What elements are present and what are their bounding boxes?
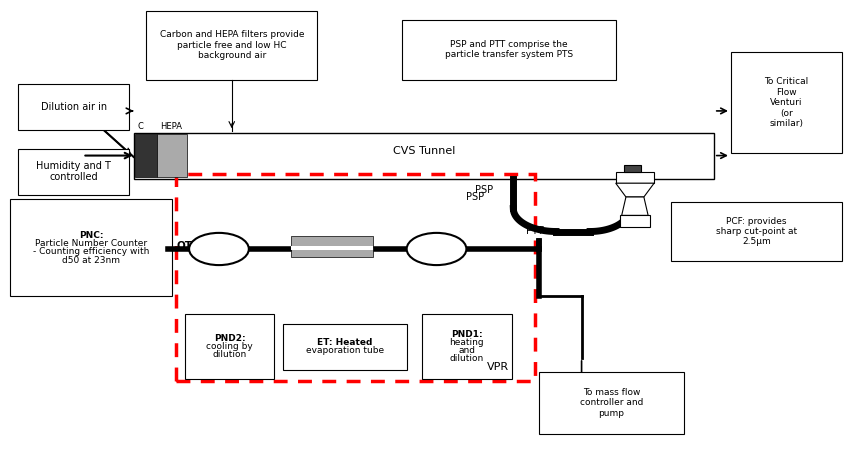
Text: Particle Number Counter: Particle Number Counter	[35, 239, 147, 248]
Bar	[615, 172, 654, 183]
Text: cooling by: cooling by	[206, 342, 253, 351]
Bar	[292, 247, 372, 257]
Polygon shape	[615, 183, 654, 197]
Bar	[19, 149, 129, 194]
Bar	[146, 11, 317, 80]
Text: ET: Heated: ET: Heated	[317, 338, 372, 347]
Text: CVS Tunnel: CVS Tunnel	[393, 146, 455, 156]
Text: Dilution air in: Dilution air in	[41, 102, 107, 112]
Bar	[624, 165, 641, 172]
Text: - Counting efficiency with: - Counting efficiency with	[33, 247, 149, 256]
Text: VPR: VPR	[487, 362, 509, 372]
Text: C: C	[138, 122, 144, 131]
Text: PSP: PSP	[475, 186, 493, 195]
Bar	[292, 246, 372, 250]
Bar	[135, 134, 157, 177]
Text: PCF: provides
sharp cut-point at
2.5μm: PCF: provides sharp cut-point at 2.5μm	[716, 217, 797, 246]
Bar	[185, 314, 275, 379]
Text: PSP: PSP	[467, 193, 484, 202]
Text: heating: heating	[449, 338, 484, 347]
Text: PTT: PTT	[526, 226, 544, 237]
Text: To mass flow
controller and
pump: To mass flow controller and pump	[580, 388, 643, 418]
Text: To Critical
Flow
Venturi
(or
similar): To Critical Flow Venturi (or similar)	[764, 77, 808, 128]
Text: PSP and PTT comprise the
particle transfer system PTS: PSP and PTT comprise the particle transf…	[445, 40, 574, 59]
Text: HEPA: HEPA	[160, 122, 182, 131]
Text: PND1:: PND1:	[451, 330, 483, 338]
Bar	[134, 132, 714, 179]
Text: d50 at 23nm: d50 at 23nm	[62, 256, 120, 264]
Bar	[539, 372, 684, 434]
Circle shape	[189, 233, 249, 265]
Bar	[620, 215, 650, 227]
Bar	[283, 324, 407, 369]
Text: evaporation tube: evaporation tube	[306, 346, 383, 355]
Text: and: and	[458, 346, 475, 355]
Bar	[19, 84, 129, 130]
Bar	[292, 236, 372, 246]
Polygon shape	[621, 197, 648, 215]
Bar	[10, 199, 172, 296]
Bar	[402, 20, 615, 80]
Bar	[422, 314, 512, 379]
Text: OT: OT	[177, 241, 193, 251]
Text: PND2:: PND2:	[214, 334, 246, 343]
Bar	[157, 134, 187, 177]
Text: dilution: dilution	[212, 350, 247, 359]
Bar	[731, 52, 841, 153]
Bar	[176, 174, 535, 381]
Text: dilution: dilution	[449, 355, 484, 363]
Text: Carbon and HEPA filters provide
particle free and low HC
background air: Carbon and HEPA filters provide particle…	[159, 30, 304, 60]
Circle shape	[407, 233, 467, 265]
Bar	[671, 201, 841, 262]
Text: PNC:: PNC:	[79, 231, 104, 240]
Text: Humidity and T
controlled: Humidity and T controlled	[37, 161, 111, 182]
